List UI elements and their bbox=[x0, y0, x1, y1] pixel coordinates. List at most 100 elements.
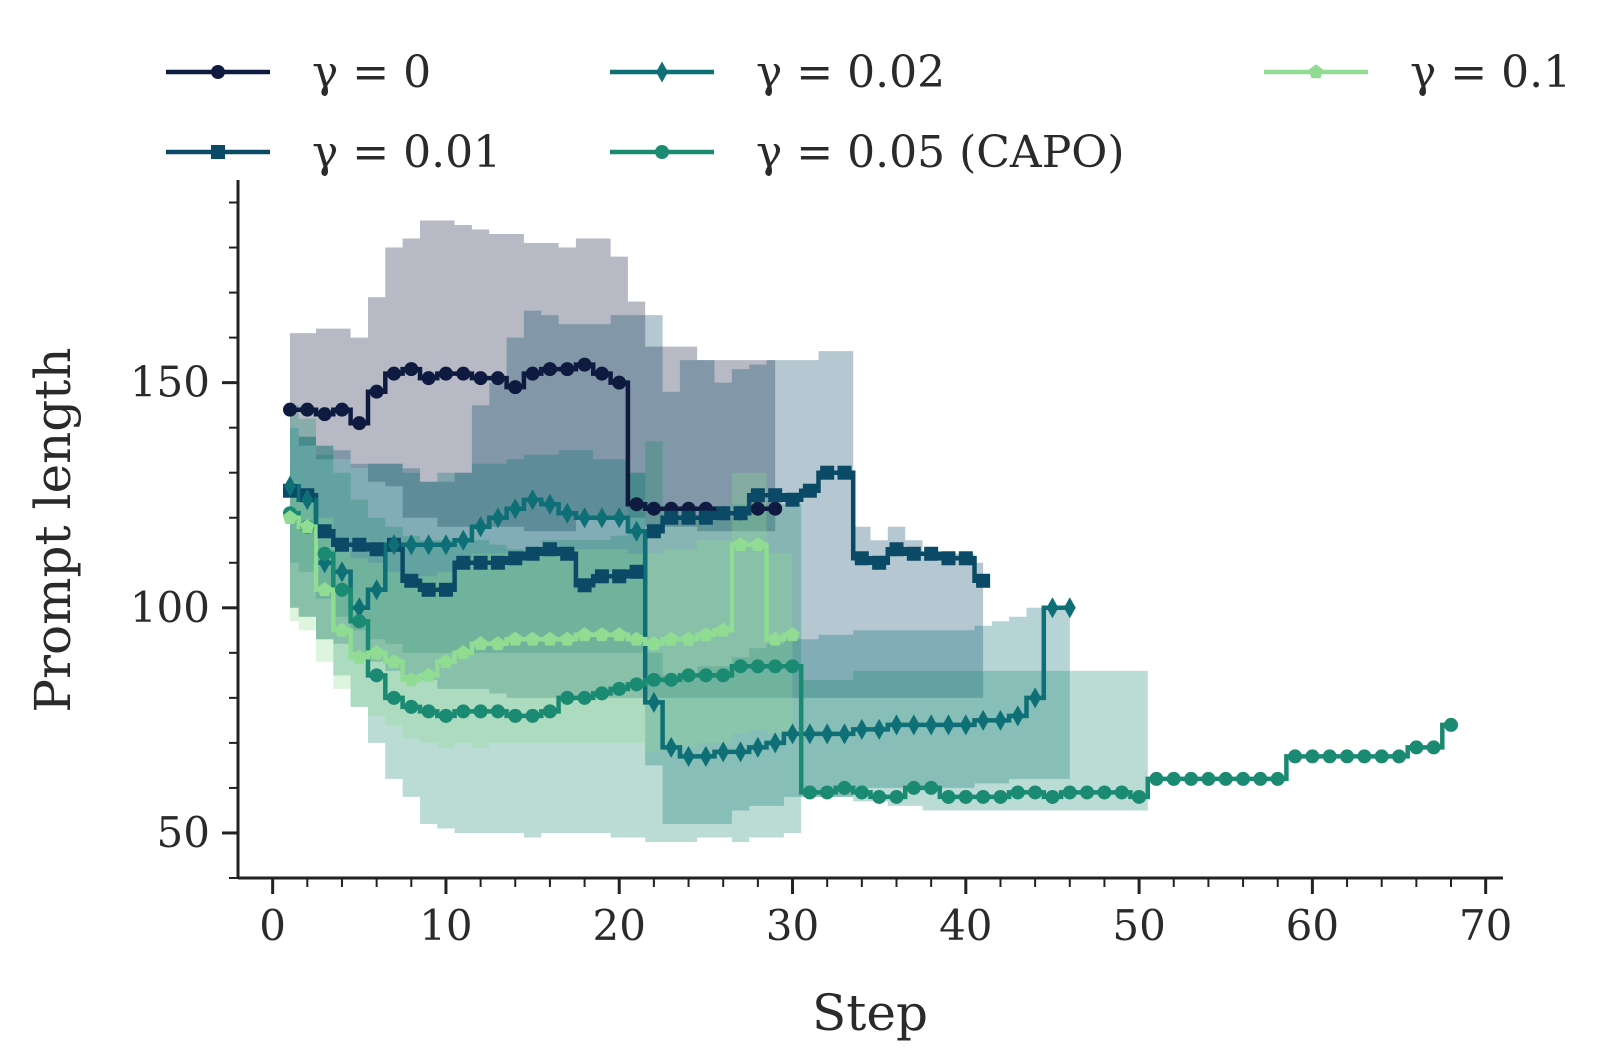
point-series-3-37 bbox=[924, 780, 939, 795]
x-tick-label: 70 bbox=[1459, 901, 1512, 950]
point-series-2-13 bbox=[509, 498, 522, 520]
point-series-4-27 bbox=[750, 537, 766, 551]
point-series-3-67 bbox=[1444, 717, 1459, 732]
point-series-3-62 bbox=[1357, 749, 1372, 764]
legend-marker bbox=[211, 145, 225, 159]
point-series-4-0 bbox=[282, 510, 298, 524]
point-series-3-49 bbox=[1132, 789, 1147, 804]
legend-marker bbox=[655, 145, 669, 159]
point-series-3-19 bbox=[612, 681, 627, 696]
point-series-0-13 bbox=[508, 380, 523, 395]
point-series-2-11 bbox=[474, 516, 487, 538]
legend-item-4: γ = 0.1 bbox=[1264, 47, 1571, 98]
point-series-0-28 bbox=[768, 501, 783, 516]
point-series-4-2 bbox=[317, 582, 332, 596]
point-series-1-32 bbox=[837, 465, 852, 480]
point-series-1-21 bbox=[646, 524, 661, 539]
point-series-0-11 bbox=[473, 371, 488, 386]
point-series-3-38 bbox=[941, 789, 956, 804]
point-series-4-22 bbox=[663, 631, 679, 646]
point-series-1-17 bbox=[577, 578, 592, 593]
point-series-2-32 bbox=[838, 723, 851, 745]
point-series-3-28 bbox=[768, 659, 783, 674]
point-series-1-29 bbox=[785, 492, 800, 507]
point-series-1-11 bbox=[473, 555, 488, 570]
point-series-3-64 bbox=[1392, 749, 1407, 764]
legend-item-0: γ = 0 bbox=[166, 47, 431, 98]
point-series-2-8 bbox=[422, 534, 435, 556]
point-series-4-13 bbox=[507, 631, 523, 646]
point-series-3-40 bbox=[976, 789, 991, 804]
point-series-2-17 bbox=[578, 507, 591, 529]
y-tick-label: 100 bbox=[130, 583, 210, 632]
point-series-3-18 bbox=[594, 686, 609, 701]
point-series-0-15 bbox=[542, 362, 557, 377]
point-series-3-6 bbox=[386, 690, 401, 705]
point-series-2-30 bbox=[803, 723, 816, 745]
point-series-3-34 bbox=[872, 789, 887, 804]
point-series-0-20 bbox=[629, 497, 644, 512]
point-series-3-15 bbox=[542, 704, 557, 719]
point-series-3-55 bbox=[1236, 771, 1251, 786]
point-series-2-44 bbox=[1046, 597, 1059, 619]
point-series-0-8 bbox=[421, 371, 436, 386]
point-series-3-4 bbox=[352, 614, 367, 629]
point-series-1-23 bbox=[681, 510, 696, 525]
point-series-3-42 bbox=[1010, 785, 1025, 800]
point-series-3-36 bbox=[906, 780, 921, 795]
point-series-4-3 bbox=[334, 622, 350, 637]
point-series-2-20 bbox=[630, 520, 643, 542]
point-series-3-63 bbox=[1374, 749, 1389, 764]
point-series-3-56 bbox=[1253, 771, 1268, 786]
legend-item-3: γ = 0.05 (CAPO) bbox=[610, 127, 1125, 178]
point-series-1-15 bbox=[542, 542, 557, 557]
point-series-1-24 bbox=[698, 510, 713, 525]
point-series-1-26 bbox=[733, 506, 748, 521]
point-series-3-24 bbox=[698, 668, 713, 683]
point-series-4-11 bbox=[473, 636, 488, 651]
point-series-3-60 bbox=[1322, 749, 1337, 764]
point-series-3-52 bbox=[1184, 771, 1199, 786]
point-series-0-5 bbox=[369, 384, 384, 399]
point-series-1-3 bbox=[334, 537, 349, 552]
point-series-2-35 bbox=[890, 714, 903, 736]
point-series-3-26 bbox=[733, 659, 748, 674]
point-series-0-7 bbox=[404, 362, 419, 377]
point-series-3-45 bbox=[1062, 785, 1077, 800]
point-series-2-43 bbox=[1029, 687, 1042, 709]
point-series-3-14 bbox=[525, 708, 540, 723]
point-series-3-47 bbox=[1097, 785, 1112, 800]
point-series-1-5 bbox=[369, 542, 384, 557]
point-series-4-1 bbox=[300, 519, 315, 533]
point-series-3-32 bbox=[837, 780, 852, 795]
point-series-2-36 bbox=[907, 714, 920, 736]
y-axis-title: Prompt length bbox=[24, 347, 82, 712]
point-series-3-53 bbox=[1201, 771, 1216, 786]
point-series-2-38 bbox=[942, 714, 955, 736]
legend-item-2: γ = 0.02 bbox=[610, 47, 945, 98]
point-series-1-31 bbox=[820, 465, 835, 480]
point-series-2-6 bbox=[388, 534, 400, 556]
point-series-0-3 bbox=[334, 402, 349, 417]
point-series-2-12 bbox=[491, 507, 504, 529]
point-series-1-37 bbox=[924, 546, 939, 561]
point-series-0-17 bbox=[577, 357, 592, 372]
point-series-4-18 bbox=[594, 627, 610, 642]
point-series-0-19 bbox=[612, 375, 627, 390]
point-series-1-38 bbox=[941, 551, 956, 566]
point-series-3-27 bbox=[750, 659, 765, 674]
point-series-3-41 bbox=[993, 789, 1008, 804]
point-series-3-29 bbox=[785, 659, 800, 674]
point-series-0-12 bbox=[490, 371, 505, 386]
series-markers bbox=[282, 357, 1459, 804]
point-series-1-2 bbox=[317, 524, 332, 539]
point-series-0-4 bbox=[352, 416, 367, 431]
point-series-4-10 bbox=[456, 645, 471, 660]
point-series-4-24 bbox=[698, 627, 714, 642]
point-series-3-65 bbox=[1409, 740, 1424, 755]
point-series-1-10 bbox=[456, 555, 471, 570]
point-series-4-25 bbox=[715, 622, 731, 637]
point-series-2-31 bbox=[821, 723, 834, 745]
legend-marker bbox=[1308, 64, 1324, 79]
